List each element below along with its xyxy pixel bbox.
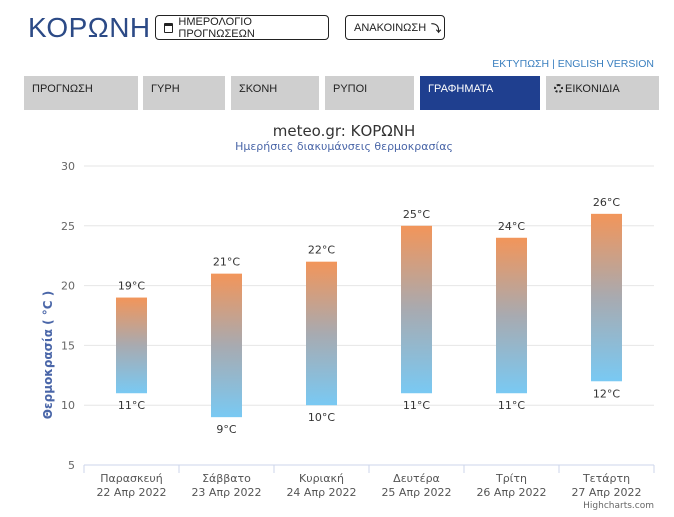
forecast-calendar-label: ΗΜΕΡΟΛΟΓΙΟ ΠΡΟΓΝΩΣΕΩΝ — [178, 15, 255, 40]
tab-icons[interactable]: ΕΙΚΟΝΙΔΙΑ — [546, 76, 659, 110]
x-tick-date: 23 Απρ 2022 — [191, 486, 261, 499]
tab-charts[interactable]: ΓΡΑΦΗΜΑΤΑ — [420, 76, 540, 110]
tab-label: ΓΥΡΗ — [151, 83, 180, 95]
x-tick-day: Παρασκευή — [100, 472, 163, 485]
high-temp-label: 24°C — [498, 220, 525, 233]
chart-svg: meteo.gr: ΚΟΡΩΝΗ Ημερήσιες διακυμάνσεις … — [41, 122, 655, 511]
x-tick-date: 26 Απρ 2022 — [476, 486, 546, 499]
print-link[interactable]: ΕΚΤΥΠΩΣΗ — [492, 58, 550, 70]
tab-label: ΕΙΚΟΝΙΔΙΑ — [565, 83, 620, 95]
x-tick-day: Δευτέρα — [393, 472, 440, 485]
low-temp-label: 11°C — [498, 399, 525, 412]
temperature-range-bar[interactable] — [496, 237, 527, 394]
temperature-range-bar[interactable] — [591, 213, 622, 382]
link-separator: | — [552, 58, 555, 70]
tab-label: ΠΡΟΓΝΩΣΗ — [32, 83, 93, 95]
city-title: ΚΟΡΩΝΗ — [28, 12, 151, 43]
x-tick-day: Κυριακή — [299, 472, 344, 485]
y-tick-label: 15 — [61, 339, 75, 352]
low-temp-label: 11°C — [403, 399, 430, 412]
low-temp-label: 12°C — [593, 387, 620, 400]
chart-title: meteo.gr: ΚΟΡΩΝΗ — [273, 122, 416, 140]
x-tick-day: Σάββατο — [202, 472, 251, 485]
english-version-link[interactable]: ENGLISH VERSION — [557, 58, 654, 70]
high-temp-label: 21°C — [213, 256, 240, 269]
arrow-down-icon: ⤵ — [431, 24, 442, 35]
low-temp-label: 10°C — [308, 411, 335, 424]
temperature-range-bar[interactable] — [211, 273, 242, 418]
tab-label: ΡΥΠΟΙ — [333, 83, 368, 95]
x-tick-day: Τρίτη — [495, 472, 527, 485]
section-tabs: ΠΡΟΓΝΩΣΗ ΓΥΡΗ ΣΚΟΝΗ ΡΥΠΟΙ ΓΡΑΦΗΜΑΤΑ ΕΙΚΟ… — [24, 76, 659, 110]
tab-forecast[interactable]: ΠΡΟΓΝΩΣΗ — [24, 76, 138, 110]
chart-subtitle: Ημερήσιες διακυμάνσεις θερμοκρασίας — [235, 140, 453, 153]
gear-icon — [554, 84, 563, 93]
calendar-icon — [164, 22, 174, 33]
x-tick-date: 25 Απρ 2022 — [381, 486, 451, 499]
high-temp-label: 19°C — [118, 280, 145, 293]
tab-pollen[interactable]: ΓΥΡΗ — [143, 76, 225, 110]
temperature-range-bar[interactable] — [306, 261, 337, 406]
x-tick-date: 27 Απρ 2022 — [571, 486, 641, 499]
high-temp-label: 22°C — [308, 244, 335, 257]
announcement-label: ΑΝΑΚΟΙΝΩΣΗ — [354, 21, 427, 34]
tab-label: ΓΡΑΦΗΜΑΤΑ — [428, 83, 494, 95]
sub-links: ΕΚΤΥΠΩΣΗ | ENGLISH VERSION — [492, 58, 654, 70]
x-tick-day: Τετάρτη — [582, 472, 630, 485]
y-axis-title: Θερμοκρασία ( °C ) — [41, 291, 55, 419]
x-tick-date: 22 Απρ 2022 — [96, 486, 166, 499]
tab-dust[interactable]: ΣΚΟΝΗ — [231, 76, 319, 110]
tab-label: ΣΚΟΝΗ — [239, 83, 278, 95]
temperature-range-bar[interactable] — [116, 297, 147, 394]
tab-pollutants[interactable]: ΡΥΠΟΙ — [325, 76, 414, 110]
low-temp-label: 11°C — [118, 399, 145, 412]
high-temp-label: 25°C — [403, 208, 430, 221]
y-tick-label: 10 — [61, 399, 75, 412]
x-tick-date: 24 Απρ 2022 — [286, 486, 356, 499]
forecast-calendar-button[interactable]: ΗΜΕΡΟΛΟΓΙΟ ΠΡΟΓΝΩΣΕΩΝ — [155, 15, 329, 40]
temperature-range-bar[interactable] — [401, 225, 432, 394]
y-tick-label: 25 — [61, 220, 75, 233]
announcement-button[interactable]: ΑΝΑΚΟΙΝΩΣΗ ⤵ — [345, 15, 445, 40]
chart-credits[interactable]: Highcharts.com — [583, 501, 654, 511]
y-tick-label: 20 — [61, 280, 75, 293]
y-tick-label: 30 — [61, 160, 75, 173]
temperature-chart: meteo.gr: ΚΟΡΩΝΗ Ημερήσιες διακυμάνσεις … — [0, 112, 674, 517]
y-tick-label: 5 — [68, 459, 75, 472]
low-temp-label: 9°C — [216, 423, 236, 436]
high-temp-label: 26°C — [593, 196, 620, 209]
